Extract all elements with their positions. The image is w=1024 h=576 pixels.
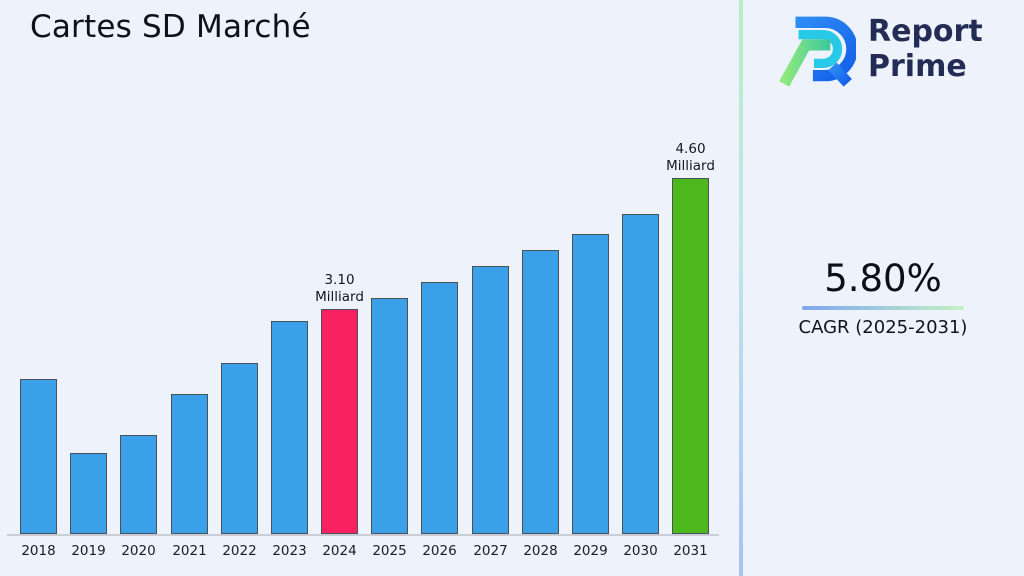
x-tick-2019: 2019 xyxy=(71,543,106,559)
value-label-unit: Milliard xyxy=(666,158,715,174)
x-tick-2024: 2024 xyxy=(322,543,357,559)
bar-2020 xyxy=(120,435,157,534)
x-tick-2025: 2025 xyxy=(372,543,407,559)
value-label-unit: Milliard xyxy=(315,289,364,305)
x-tick-2031: 2031 xyxy=(673,543,708,559)
x-tick-2028: 2028 xyxy=(523,543,558,559)
bar-2021 xyxy=(171,394,208,534)
cagr-label: CAGR (2025-2031) xyxy=(798,316,968,338)
bar-2028 xyxy=(522,250,559,534)
bar-2030 xyxy=(622,214,659,534)
x-tick-2030: 2030 xyxy=(623,543,658,559)
value-label-amount: 3.10 xyxy=(324,272,355,288)
x-tick-2022: 2022 xyxy=(222,543,257,559)
bar-2019 xyxy=(70,453,107,534)
logo-text-line2: Prime xyxy=(868,49,967,84)
bar-2022 xyxy=(221,363,258,534)
x-tick-2026: 2026 xyxy=(422,543,457,559)
x-tick-2021: 2021 xyxy=(172,543,207,559)
logo-text: Report Prime xyxy=(868,14,983,84)
bar-2018 xyxy=(20,379,57,534)
bar-2026 xyxy=(421,282,458,534)
x-tick-2020: 2020 xyxy=(121,543,156,559)
logo-text-line1: Report xyxy=(868,14,983,49)
value-label-2024: 3.10 Milliard xyxy=(295,272,385,306)
bar-2024 xyxy=(321,309,358,534)
value-label-2031: 4.60 Milliard xyxy=(646,141,736,175)
bar-2031 xyxy=(672,178,709,534)
page-title: Cartes SD Marché xyxy=(30,9,311,45)
x-axis-line xyxy=(7,534,719,536)
cagr-underline-accent xyxy=(802,306,964,310)
bar-2025 xyxy=(371,298,408,534)
cagr-block: 5.80% CAGR (2025-2031) xyxy=(772,257,994,338)
x-tick-2027: 2027 xyxy=(473,543,508,559)
cagr-value: 5.80% xyxy=(824,257,942,300)
report-prime-mark-icon xyxy=(779,16,856,87)
value-label-amount: 4.60 xyxy=(675,141,706,157)
panel-divider xyxy=(739,0,743,576)
x-tick-2029: 2029 xyxy=(573,543,608,559)
x-tick-2018: 2018 xyxy=(21,543,56,559)
bar-2023 xyxy=(271,321,308,534)
bar-2029 xyxy=(572,234,609,534)
x-tick-2023: 2023 xyxy=(272,543,307,559)
report-prime-logo: Report Prime xyxy=(774,8,1010,100)
bar-2027 xyxy=(472,266,509,534)
